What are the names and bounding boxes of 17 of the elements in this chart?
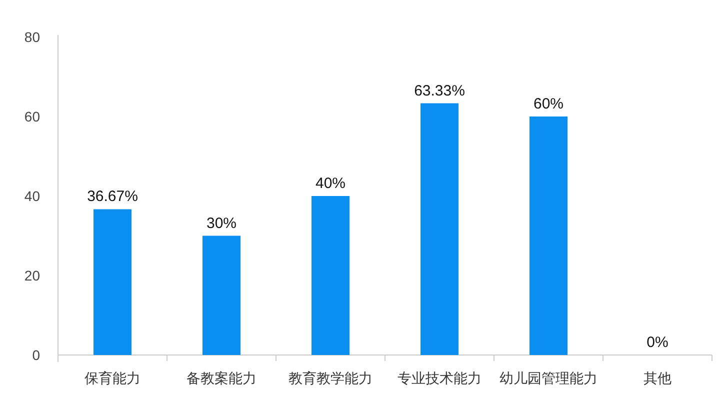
- y-tick-label: 80: [24, 29, 40, 45]
- x-tick-label: 备教案能力: [186, 370, 256, 386]
- x-tick-label: 保育能力: [84, 370, 140, 386]
- y-tick-label: 20: [24, 268, 40, 284]
- data-label: 36.67%: [87, 188, 138, 206]
- data-label: 30%: [206, 214, 237, 232]
- data-label: 60%: [533, 96, 564, 112]
- y-tick-label: 0: [32, 347, 40, 363]
- data-label: 63.33%: [414, 82, 465, 100]
- x-tick-label: 幼儿园管理能力: [500, 370, 598, 386]
- x-tick-label: 专业技术能力: [398, 370, 482, 386]
- data-label: 40%: [315, 175, 346, 192]
- x-tick-label: 教育教学能力: [288, 370, 372, 386]
- x-tick-label: 其他: [644, 370, 672, 386]
- y-tick-label: 40: [24, 188, 40, 204]
- data-label: 0%: [646, 334, 668, 351]
- y-tick-label: 60: [24, 108, 40, 124]
